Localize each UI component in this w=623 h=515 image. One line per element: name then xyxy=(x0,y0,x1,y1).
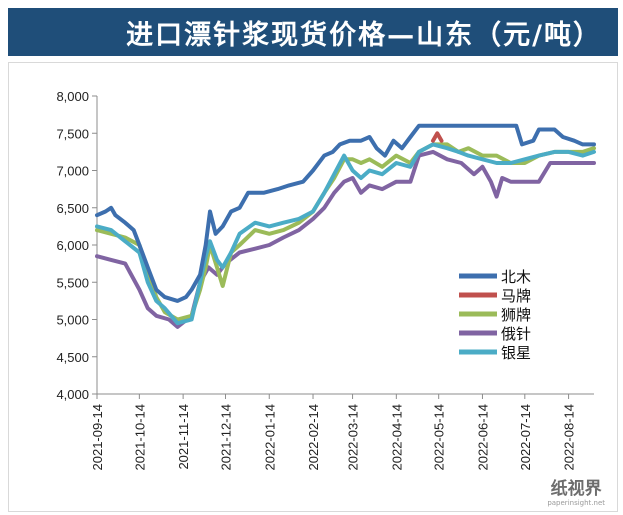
x-tick-label: 2022-08-14 xyxy=(562,404,577,471)
x-tick-label: 2022-04-14 xyxy=(389,404,404,471)
legend-label: 狮牌 xyxy=(501,306,531,324)
chart-title: 进口漂针浆现货价格—山东（元/吨） xyxy=(126,19,602,51)
x-tick-label: 2022-01-14 xyxy=(262,404,277,471)
y-tick-label: 7,000 xyxy=(56,164,89,179)
watermark-name: 纸视界 xyxy=(550,479,602,499)
legend-label: 俄针 xyxy=(501,325,531,343)
series-line xyxy=(95,149,596,329)
y-tick-label: 4,000 xyxy=(56,387,89,402)
series-line xyxy=(95,142,596,326)
x-tick-label: 2022-03-14 xyxy=(346,404,361,471)
x-tick-label: 2022-07-14 xyxy=(518,404,533,471)
y-tick-label: 8,000 xyxy=(56,89,89,104)
y-tick-label: 6,500 xyxy=(56,201,89,216)
y-tick-label: 7,500 xyxy=(56,126,89,141)
x-tick-label: 2021-09-14 xyxy=(90,404,105,471)
line-chart: 4,000 4,500 5,000 5,500 6,000 6,500 7,000 7,500… xyxy=(56,89,596,471)
x-tick-label: 2021-11-14 xyxy=(176,404,191,470)
x-tick-label: 2022-05-14 xyxy=(432,404,447,471)
legend-label: 马牌 xyxy=(501,287,531,305)
x-tick-label: 2022-02-14 xyxy=(306,404,321,471)
legend-label: 银星 xyxy=(501,344,531,362)
y-tick-label: 5,000 xyxy=(56,313,89,328)
chart-frame: 4,000 4,500 5,000 5,500 6,000 6,500 7,000 7,500… xyxy=(8,62,618,512)
watermark-logo: 纸视界 paperinsight.net xyxy=(547,474,605,507)
series-line xyxy=(431,131,444,143)
watermark-url: paperinsight.net xyxy=(547,499,605,507)
legend-label: 北木 xyxy=(501,268,531,286)
y-tick-label: 5,500 xyxy=(56,275,89,290)
y-tick-label: 6,000 xyxy=(56,238,89,253)
x-tick-label: 2022-06-14 xyxy=(475,404,490,471)
series-line xyxy=(95,123,596,303)
x-tick-label: 2021-10-14 xyxy=(132,404,147,471)
x-tick-label: 2021-12-14 xyxy=(218,404,233,471)
title-banner: 进口漂针浆现货价格—山东（元/吨） xyxy=(8,8,618,56)
y-tick-label: 4,500 xyxy=(56,350,89,365)
